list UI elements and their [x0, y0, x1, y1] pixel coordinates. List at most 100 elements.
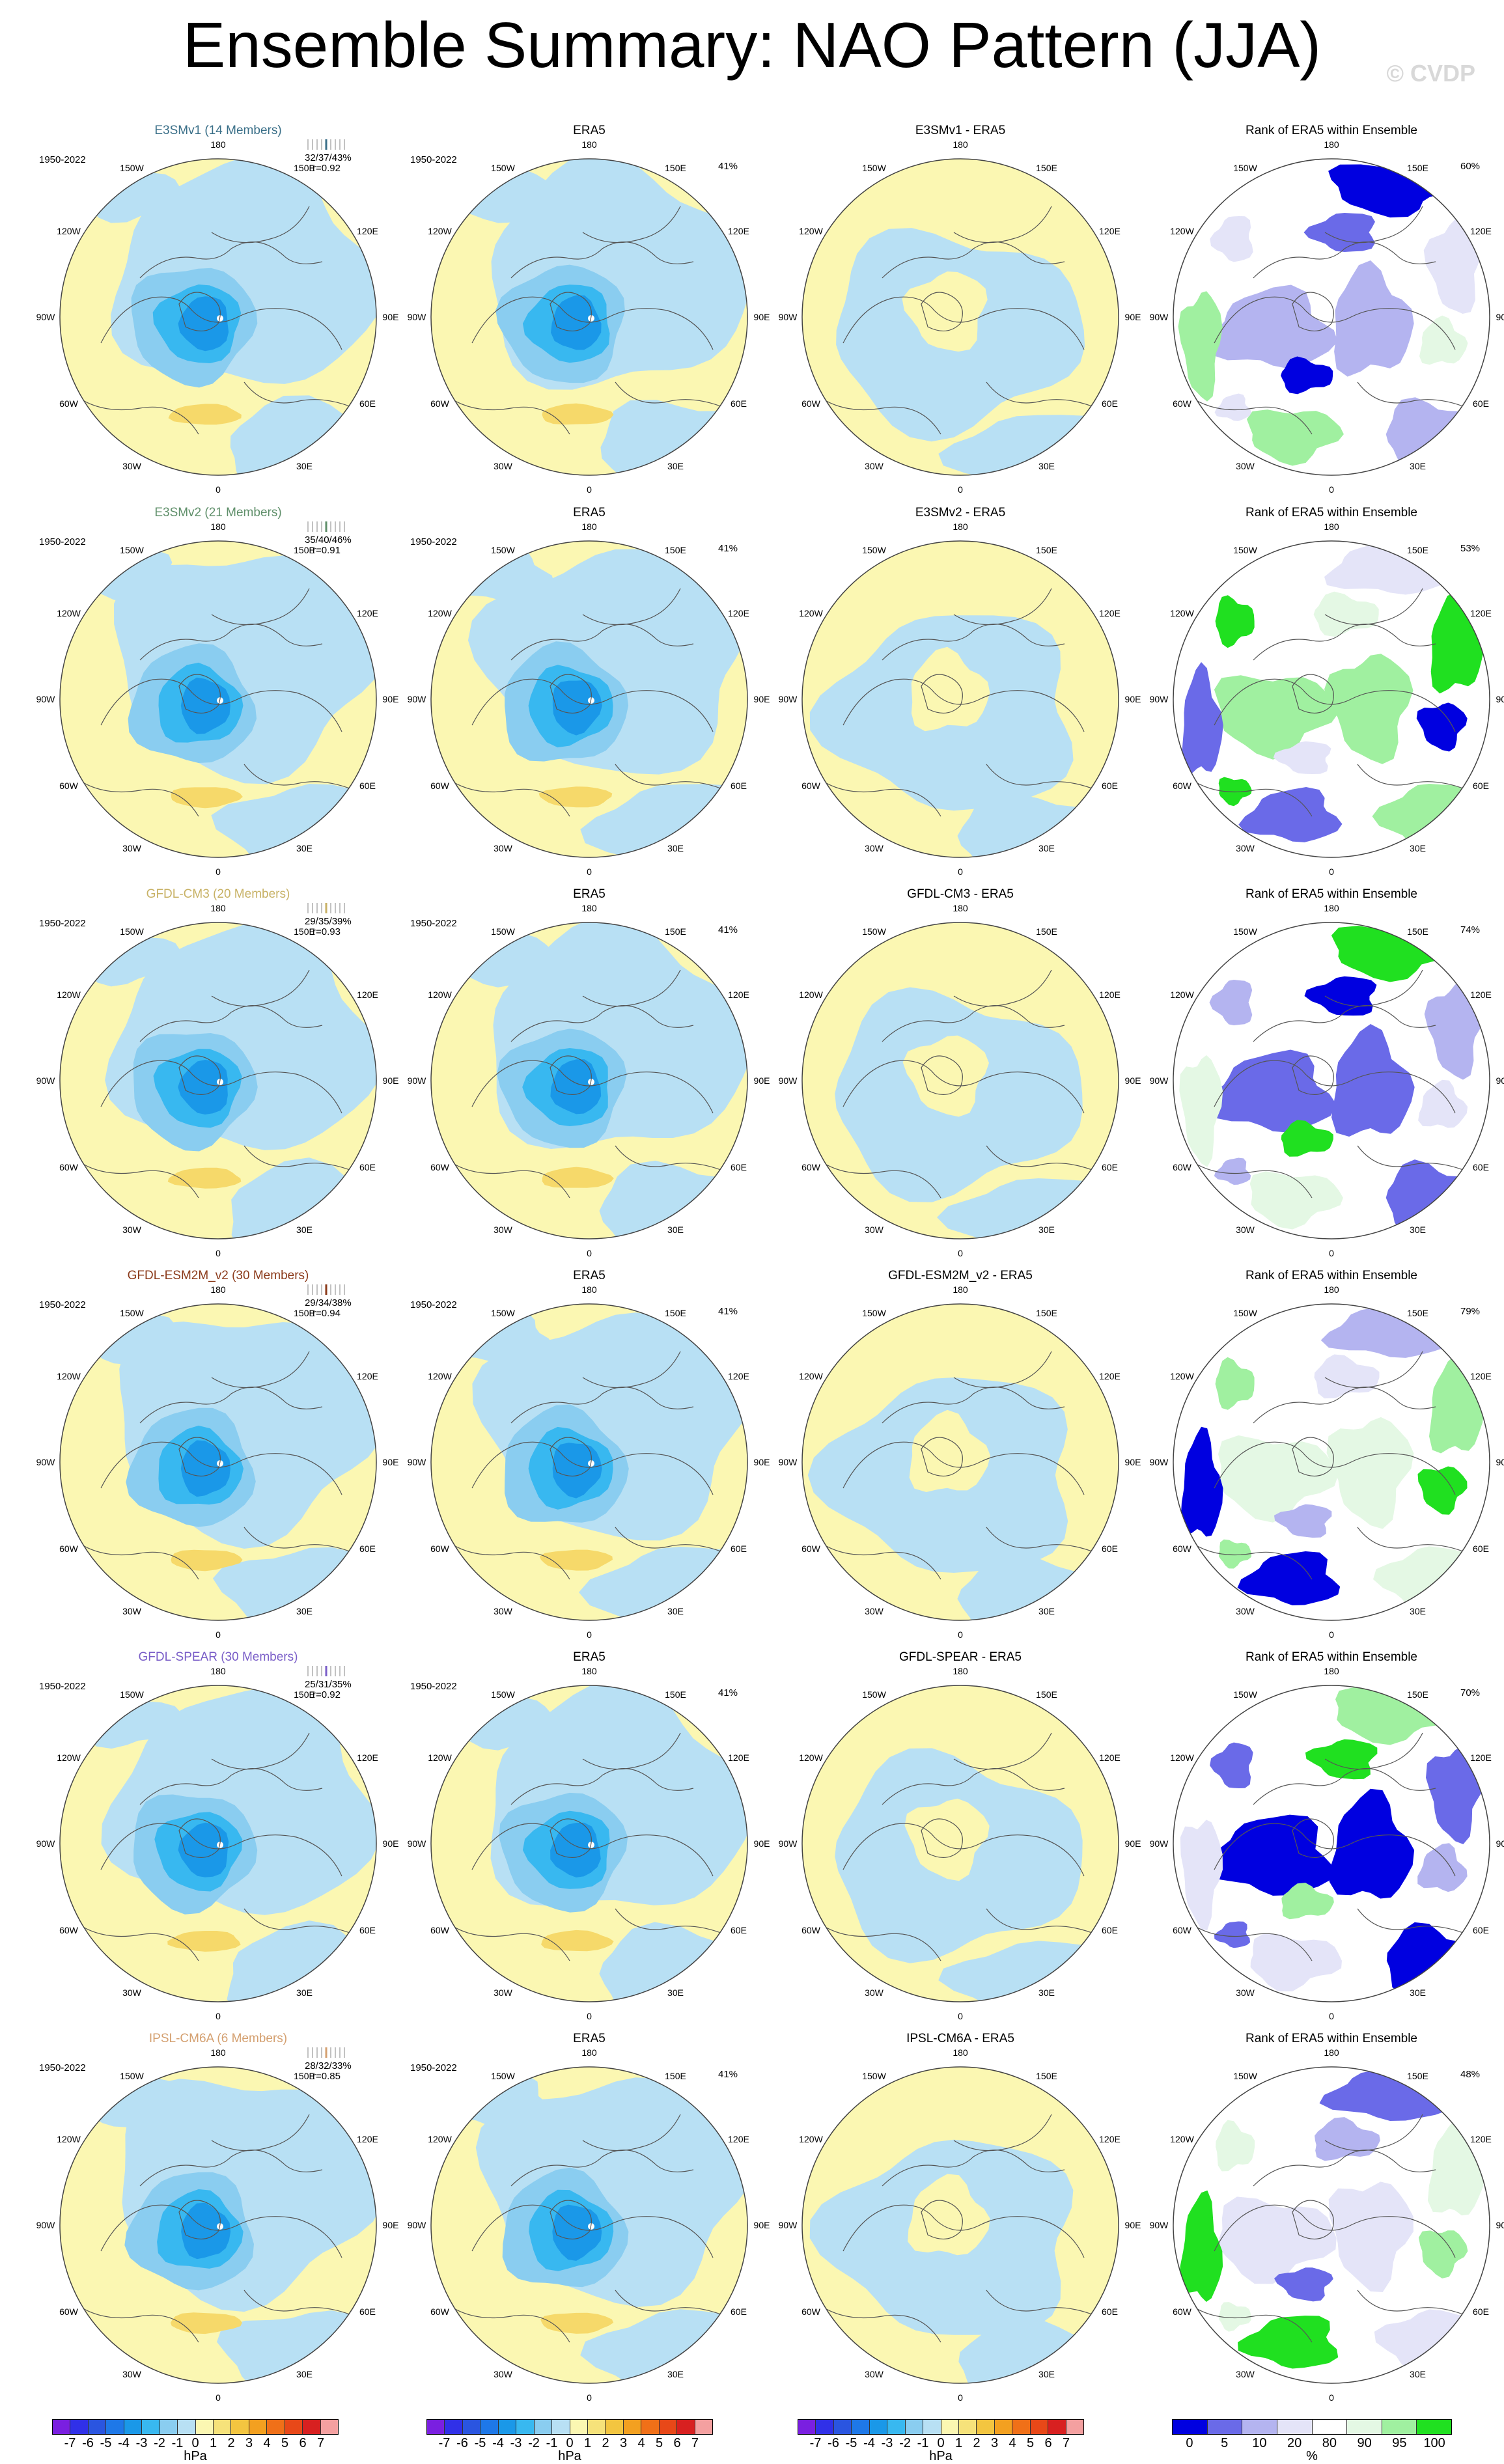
- colorbar-swatch: [606, 2420, 624, 2434]
- longitude-label: 90E: [382, 1457, 399, 1467]
- rank-region: [1216, 2120, 1255, 2172]
- longitude-label: 90W: [1149, 312, 1169, 322]
- percent-variance: 41%: [718, 1306, 738, 1317]
- panel-title: GFDL-CM3 - ERA5: [907, 887, 1014, 901]
- panel-diff-row-1: E3SMv1 - ERA5 180 150E 120E 90E 60E 30E 0 30W 60W…: [778, 114, 1143, 495]
- longitude-label: 60E: [359, 2306, 376, 2317]
- longitude-label: 60E: [731, 2306, 747, 2317]
- rank-region: [1209, 980, 1253, 1025]
- colorbar-tick-label: 10: [1252, 2436, 1267, 2450]
- longitude-label: 150W: [120, 162, 144, 173]
- panel-model-row-3: GFDL-CM3 (20 Members) 180 150E 120E 90E 60E 30…: [36, 878, 400, 1258]
- colorbar-tick-label: 7: [691, 2436, 699, 2450]
- colorbar-swatch: [552, 2420, 570, 2434]
- panel-title: IPSL-CM6A - ERA5: [906, 2032, 1014, 2045]
- longitude-label: 120W: [57, 1370, 81, 1381]
- panel-title: ERA5: [573, 506, 606, 519]
- longitude-label: 150E: [1407, 2070, 1428, 2081]
- period-label: 1950-2022: [39, 536, 86, 547]
- panel-title: ERA5: [573, 1650, 606, 1664]
- colorbar-tick-label: -6: [828, 2436, 839, 2450]
- colorbar-tick-label: -2: [528, 2436, 540, 2450]
- panel-title: Rank of ERA5 within Ensemble: [1245, 124, 1417, 137]
- colorbar-swatch: [1382, 2420, 1417, 2434]
- pattern-correlation: r=0.92: [313, 1689, 341, 1700]
- longitude-label: 60W: [1173, 780, 1191, 791]
- rank-region: [1250, 1933, 1342, 1991]
- longitude-label: 180: [210, 1666, 226, 1676]
- longitude-label: 180: [581, 2047, 597, 2058]
- colorbar-swatch: [958, 2420, 977, 2434]
- percent-variance: 41%: [718, 924, 738, 935]
- colorbar-tick-label: 80: [1322, 2436, 1337, 2450]
- longitude-label: 30E: [1410, 1606, 1426, 1617]
- longitude-label: 0: [1329, 2011, 1334, 2021]
- longitude-label: 150E: [294, 544, 315, 555]
- longitude-label: 150W: [120, 544, 144, 555]
- longitude-label: 90E: [1496, 1838, 1504, 1849]
- rank-region: [1281, 1883, 1334, 1920]
- longitude-label: 180: [581, 903, 597, 913]
- rank-region: [1326, 1417, 1414, 1529]
- longitude-label: 60W: [59, 398, 78, 409]
- longitude-label: 30E: [1410, 2369, 1426, 2380]
- longitude-label: 120W: [799, 607, 823, 618]
- rank-region: [1219, 2196, 1337, 2284]
- period-label: 1950-2022: [410, 536, 457, 547]
- longitude-label: 120W: [799, 1370, 823, 1381]
- longitude-label: 90E: [382, 1075, 399, 1086]
- colorbar-tick-label: -3: [135, 2436, 148, 2450]
- longitude-label: 120W: [57, 2133, 81, 2144]
- longitude-label: 90E: [1124, 312, 1141, 322]
- longitude-label: 30W: [865, 461, 884, 472]
- rank-region: [1418, 2230, 1468, 2278]
- longitude-label: 150E: [665, 1689, 686, 1700]
- longitude-label: 30W: [865, 1606, 884, 1617]
- rank-region: [1207, 284, 1338, 369]
- colorbar-swatch: [124, 2420, 143, 2434]
- longitude-label: 60W: [801, 1543, 820, 1554]
- longitude-label: 30E: [1410, 1987, 1426, 1999]
- colorbar-swatch: [570, 2420, 588, 2434]
- colorbar-tick-label: 3: [245, 2436, 253, 2450]
- longitude-label: 60E: [1102, 1543, 1118, 1554]
- colorbar-tick-label: 3: [619, 2436, 628, 2450]
- colorbar-swatch: [869, 2420, 888, 2434]
- longitude-label: 150E: [665, 544, 686, 555]
- colorbar-swatch: [695, 2420, 712, 2434]
- panel-model-row-2: E3SMv2 (21 Members) 180 150E 120E 90E 60E 30E 0…: [36, 496, 400, 877]
- longitude-label: 150E: [1407, 162, 1428, 173]
- period-label: 1950-2022: [410, 2062, 457, 2073]
- colorbar-tick-label: -5: [845, 2436, 857, 2450]
- colorbar-tick-label: 5: [1026, 2436, 1035, 2450]
- longitude-label: 120W: [428, 225, 452, 236]
- longitude-label: 90W: [36, 2220, 55, 2230]
- colorbar-tick-label: 7: [1062, 2436, 1070, 2450]
- era5-map: [430, 540, 748, 858]
- panel-rank-row-2: Rank of ERA5 within Ensemble 180 150E 120E 9…: [1149, 496, 1504, 877]
- longitude-label: 90E: [1124, 1457, 1141, 1467]
- rank-region: [1274, 1504, 1332, 1538]
- colorbar-swatch: [923, 2420, 941, 2434]
- longitude-label: 120W: [1170, 225, 1194, 236]
- longitude-label: 90E: [753, 2220, 770, 2230]
- longitude-label: 90W: [407, 1457, 426, 1467]
- rank-percent: 60%: [1460, 161, 1481, 172]
- member-spread-ticks: [303, 901, 355, 915]
- longitude-label: 120E: [728, 2133, 749, 2144]
- panel-model-row-6: IPSL-CM6A (6 Members) 180 150E 120E 90E 60E 30…: [36, 2022, 400, 2403]
- colorbar-tick-labels: 0 5 10 20 80 90 95 100: [1172, 2435, 1452, 2452]
- colorbar-hpa-difference: -7 -6 -5 -4 -3 -2 -1 0 1 2 3 4 5 6 7 hPa: [798, 2419, 1084, 2464]
- longitude-label: 0: [1329, 1248, 1334, 1258]
- panel-diff-row-3: GFDL-CM3 - ERA5 180 150E 120E 90E 60E 30E 0 30W 6…: [778, 878, 1143, 1258]
- longitude-label: 60W: [1173, 1924, 1191, 1935]
- longitude-label: 30W: [494, 2369, 512, 2380]
- rank-map: [1173, 1685, 1490, 2002]
- longitude-label: 30E: [1038, 843, 1055, 854]
- panel-model-row-4: GFDL-ESM2M_v2 (30 Members) 180 150E 120E 90E…: [36, 1259, 400, 1640]
- rank-region: [1202, 1814, 1335, 1896]
- longitude-label: 0: [958, 2392, 963, 2403]
- rank-region: [1423, 219, 1483, 314]
- pattern-correlation: r=0.93: [313, 926, 341, 937]
- colorbar-swatch: [677, 2420, 695, 2434]
